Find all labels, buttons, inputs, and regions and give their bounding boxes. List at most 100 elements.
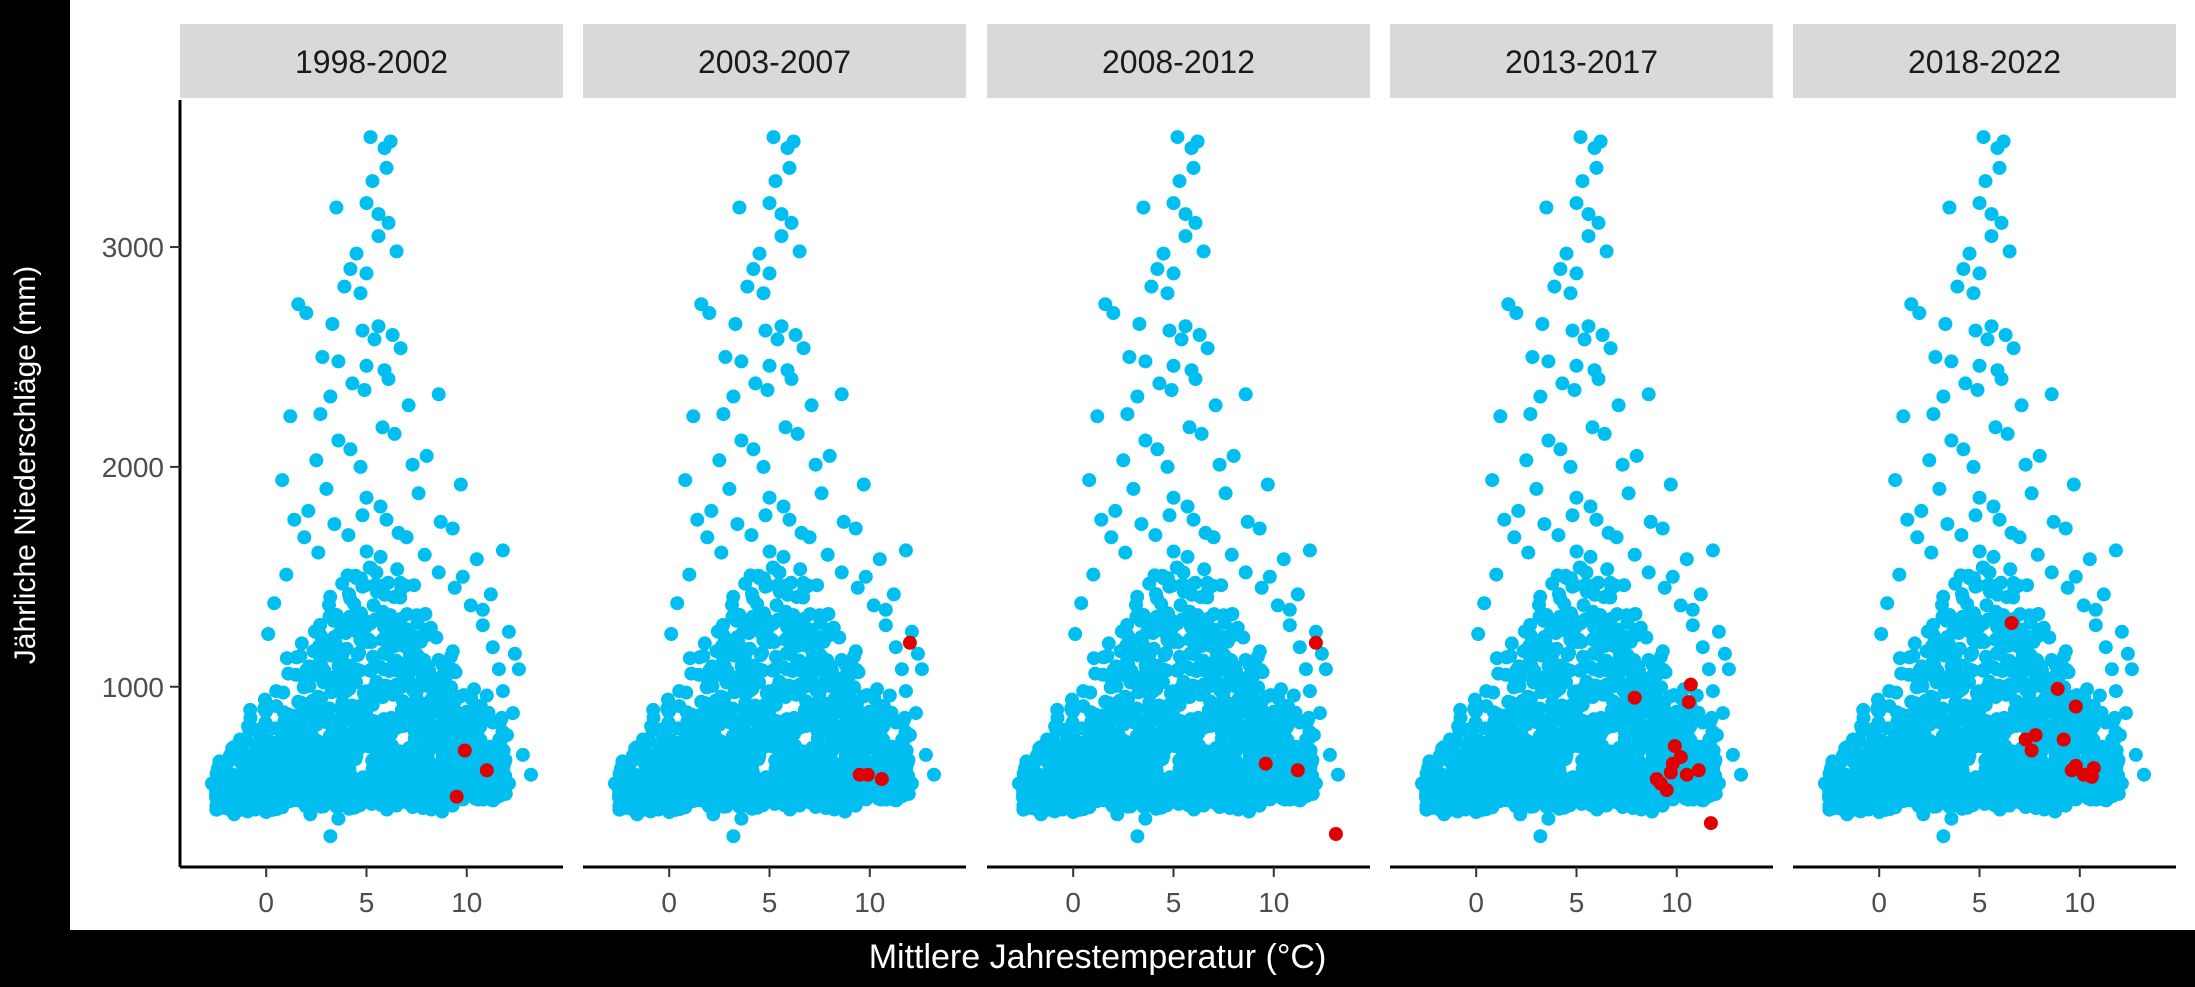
data-point [1643,514,1658,529]
data-point [1136,200,1151,215]
data-point [1657,580,1672,595]
data-point [384,742,399,757]
data-point [766,130,781,145]
data-point [1569,266,1584,281]
data-point [707,668,722,683]
data-point [1166,196,1181,211]
data-point [1541,354,1556,369]
data-point [731,726,746,741]
data-point [1082,473,1097,488]
data-point [1035,790,1049,805]
data-point [1537,517,1552,532]
data-point [793,562,808,577]
data-point [222,748,237,763]
data-point [326,613,341,628]
data-point [495,543,510,558]
data-point [687,722,702,736]
data-point [856,477,871,492]
data-point [1519,453,1534,468]
data-point [796,711,810,726]
data-point [276,685,291,700]
data-point [1721,662,1736,677]
data-point [702,306,717,320]
data-point [1129,701,1144,716]
data-point [752,246,767,261]
data-point [780,587,795,602]
data-point [515,747,530,762]
data-point [1074,596,1089,611]
data-point [315,350,330,364]
data-point [1197,562,1212,577]
data-point [848,521,863,536]
data-point [1541,811,1556,826]
data-point [319,772,334,787]
data-point [726,389,741,404]
data-point [762,358,777,373]
data-point [1129,791,1144,806]
data-point [828,700,843,715]
data-point [1169,560,1184,575]
data-point [786,727,801,742]
data-point [375,420,390,435]
data-point [820,547,835,562]
data-point [1521,545,1536,560]
data-point [225,767,240,782]
data-point [1553,442,1568,457]
data-point [714,545,729,560]
data-point [317,663,332,678]
data-point [423,620,438,635]
data-point [307,624,322,639]
data-point [355,508,370,523]
data-point [730,630,744,645]
data-point [744,528,759,543]
data-point [807,782,822,797]
data-point [644,771,659,786]
data-point [1589,512,1604,527]
data-point [1256,741,1271,756]
data-point [495,724,510,739]
data-point [1655,521,1670,536]
data-point [1109,737,1124,752]
data-point [1067,788,1082,803]
data-point [904,624,919,639]
data-point [467,682,481,697]
data-point [453,755,467,770]
data-point [359,266,374,281]
data-point [1212,457,1227,472]
data-point [1274,682,1288,697]
data-point [1685,618,1700,633]
data-point [309,705,324,720]
data-point [1226,448,1241,463]
data-point [1322,747,1337,762]
data-point [1577,332,1592,347]
data-point [359,358,374,373]
data-point [1600,562,1615,577]
data-point [743,568,758,583]
data-point [1563,459,1578,474]
data-point [1191,742,1206,757]
data-point [872,753,887,768]
data-point [407,725,422,740]
data-point [276,705,291,720]
data-point [365,649,380,664]
data-point [322,791,337,806]
data-point [345,376,360,391]
data-point [1118,545,1133,560]
data-point [753,782,767,797]
highlight-point [449,789,464,804]
data-point [708,759,723,774]
data-point [348,719,363,733]
data-point [1184,587,1199,602]
data-point [362,560,377,575]
data-point [309,453,324,468]
data-point [704,503,719,518]
data-point [845,717,860,732]
data-point [379,160,394,175]
data-point [1162,579,1177,594]
data-point [769,598,784,613]
data-point [712,790,727,805]
data-point [355,323,370,338]
data-point [495,684,510,699]
data-point [401,398,416,413]
